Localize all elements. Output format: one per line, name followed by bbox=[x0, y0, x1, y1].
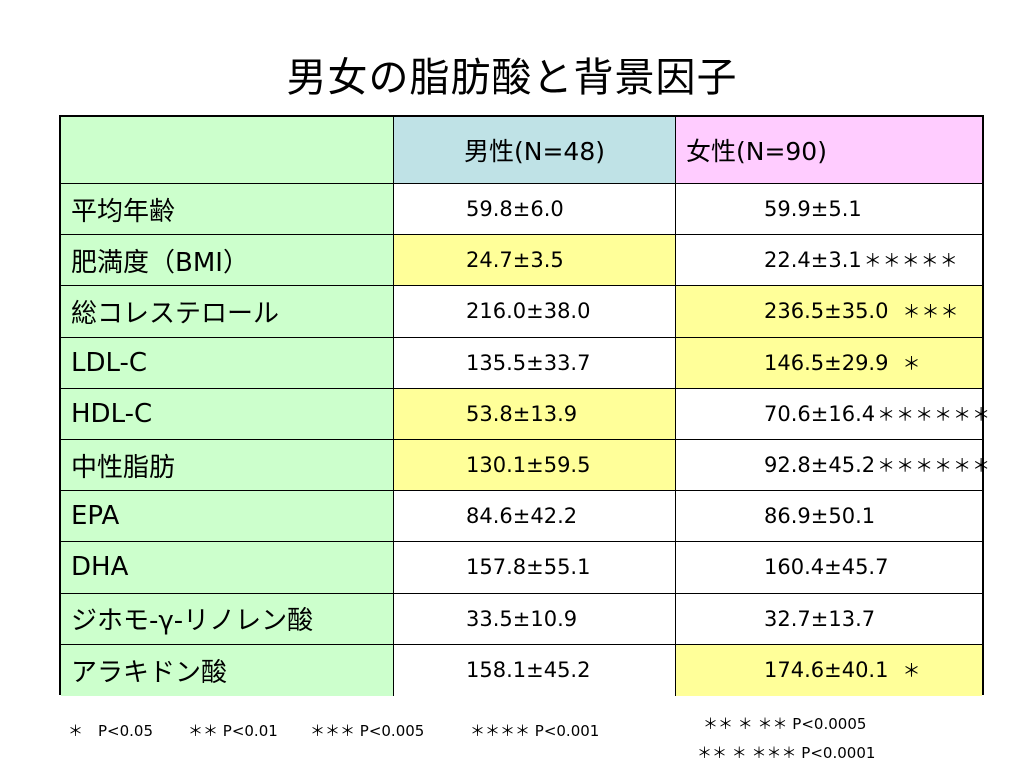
male-value: 84.6±42.2 bbox=[466, 504, 578, 529]
female-value-cell: 86.9±50.1 bbox=[676, 491, 982, 543]
female-value: 146.5±29.9 bbox=[764, 350, 889, 375]
row-label-cell: HDL-C bbox=[61, 388, 394, 440]
row-label: 平均年齢 bbox=[71, 196, 176, 227]
female-value: 86.9±50.1 bbox=[764, 504, 876, 529]
row-label-cell: EPA bbox=[61, 491, 394, 543]
female-value: 160.4±45.7 bbox=[764, 555, 889, 580]
male-value: 135.5±33.7 bbox=[466, 350, 591, 375]
footnote-p005: ＊ P<0.05 bbox=[68, 722, 154, 740]
significance-stars: ＊＊＊＊＊ bbox=[863, 251, 959, 273]
row-label: 総コレステロール bbox=[71, 298, 280, 329]
female-value: 92.8±45.2 bbox=[764, 453, 876, 478]
header-corner-cell bbox=[61, 117, 394, 184]
male-header-cell: 男性(N=48) bbox=[394, 117, 676, 184]
row-label: HDL-C bbox=[71, 398, 153, 429]
male-value: 59.8±6.0 bbox=[466, 197, 564, 222]
female-value: 174.6±40.1 bbox=[764, 658, 889, 683]
significance-stars: ＊＊＊ bbox=[902, 302, 960, 324]
footnote-p00005: ＊＊ ＊ ＊＊ P<0.0005 bbox=[703, 715, 867, 733]
female-header-label: 女性(N=90) bbox=[686, 137, 827, 166]
male-header-label: 男性(N=48) bbox=[464, 137, 605, 166]
male-value: 157.8±55.1 bbox=[466, 555, 591, 580]
male-value: 130.1±59.5 bbox=[466, 453, 591, 478]
female-value-cell: 22.4±3.1 ＊＊＊＊＊ bbox=[676, 235, 982, 287]
female-value-cell: 236.5±35.0 ＊＊＊ bbox=[676, 286, 982, 338]
male-value-cell: 130.1±59.5 bbox=[394, 440, 676, 492]
page-title: 男女の脂肪酸と背景因子 bbox=[286, 55, 738, 101]
footnote-p0005: ＊＊＊ P<0.005 bbox=[310, 722, 425, 740]
female-value-cell: 174.6±40.1 ＊ bbox=[676, 644, 982, 696]
row-label: EPA bbox=[71, 501, 120, 532]
row-label-cell: 平均年齢 bbox=[61, 184, 394, 236]
male-value-cell: 84.6±42.2 bbox=[394, 491, 676, 543]
male-value: 216.0±38.0 bbox=[466, 299, 591, 324]
row-label: DHA bbox=[71, 552, 129, 583]
row-label-cell: 肥満度（BMI） bbox=[61, 235, 394, 287]
row-label-cell: 中性脂肪 bbox=[61, 440, 394, 492]
row-label: LDL-C bbox=[71, 347, 148, 378]
row-label-cell: LDL-C bbox=[61, 337, 394, 389]
female-value: 70.6±16.4 bbox=[764, 401, 876, 426]
female-value: 22.4±3.1 bbox=[764, 248, 862, 273]
male-value-cell: 158.1±45.2 bbox=[394, 644, 676, 696]
data-table: 男性(N=48) 女性(N=90) 平均年齢 59.8±6.0 59.9±5.1 肥満… bbox=[59, 115, 990, 696]
footnote-p00001: ＊＊ ＊ ＊＊＊ P<0.0001 bbox=[697, 744, 876, 762]
row-label-cell: DHA bbox=[61, 542, 394, 594]
footnote-p001: ＊＊ P<0.01 bbox=[188, 722, 278, 740]
significance-stars: ＊ bbox=[902, 661, 922, 683]
row-label-cell: 総コレステロール bbox=[61, 286, 394, 338]
significance-stars: ＊＊＊＊＊＊ bbox=[877, 404, 992, 426]
female-value-cell: 146.5±29.9 ＊ bbox=[676, 337, 982, 389]
male-value-cell: 53.8±13.9 bbox=[394, 388, 676, 440]
significance-stars: ＊＊＊＊＊＊ bbox=[877, 456, 992, 478]
male-value-cell: 135.5±33.7 bbox=[394, 337, 676, 389]
male-value: 33.5±10.9 bbox=[466, 606, 578, 631]
female-value-cell: 59.9±5.1 bbox=[676, 184, 982, 236]
female-header-cell: 女性(N=90) bbox=[676, 117, 982, 184]
female-value-cell: 160.4±45.7 bbox=[676, 542, 982, 594]
female-value: 32.7±13.7 bbox=[764, 606, 876, 631]
row-label: ジホモ-γ-リノレン酸 bbox=[71, 606, 314, 637]
female-value-cell: 32.7±13.7 bbox=[676, 593, 982, 645]
male-value: 24.7±3.5 bbox=[466, 248, 564, 273]
male-value-cell: 216.0±38.0 bbox=[394, 286, 676, 338]
male-value-cell: 157.8±55.1 bbox=[394, 542, 676, 594]
male-value: 53.8±13.9 bbox=[466, 401, 578, 426]
footnote-p0001: ＊＊＊＊ P<0.001 bbox=[470, 722, 600, 740]
row-label-cell: ジホモ-γ-リノレン酸 bbox=[61, 593, 394, 645]
row-label: 中性脂肪 bbox=[71, 452, 176, 483]
female-value-cell: 92.8±45.2 ＊＊＊＊＊＊ bbox=[676, 440, 990, 492]
female-value-cell: 70.6±16.4 ＊＊＊＊＊＊ bbox=[676, 388, 990, 440]
female-value: 236.5±35.0 bbox=[764, 299, 889, 324]
male-value-cell: 33.5±10.9 bbox=[394, 593, 676, 645]
row-label: 肥満度（BMI） bbox=[71, 247, 249, 278]
row-label-cell: アラキドン酸 bbox=[61, 644, 394, 696]
male-value: 158.1±45.2 bbox=[466, 658, 591, 683]
significance-stars: ＊ bbox=[902, 353, 922, 375]
row-label: アラキドン酸 bbox=[71, 657, 228, 688]
male-value-cell: 59.8±6.0 bbox=[394, 184, 676, 236]
male-value-cell: 24.7±3.5 bbox=[394, 235, 676, 287]
female-value: 59.9±5.1 bbox=[764, 197, 862, 222]
